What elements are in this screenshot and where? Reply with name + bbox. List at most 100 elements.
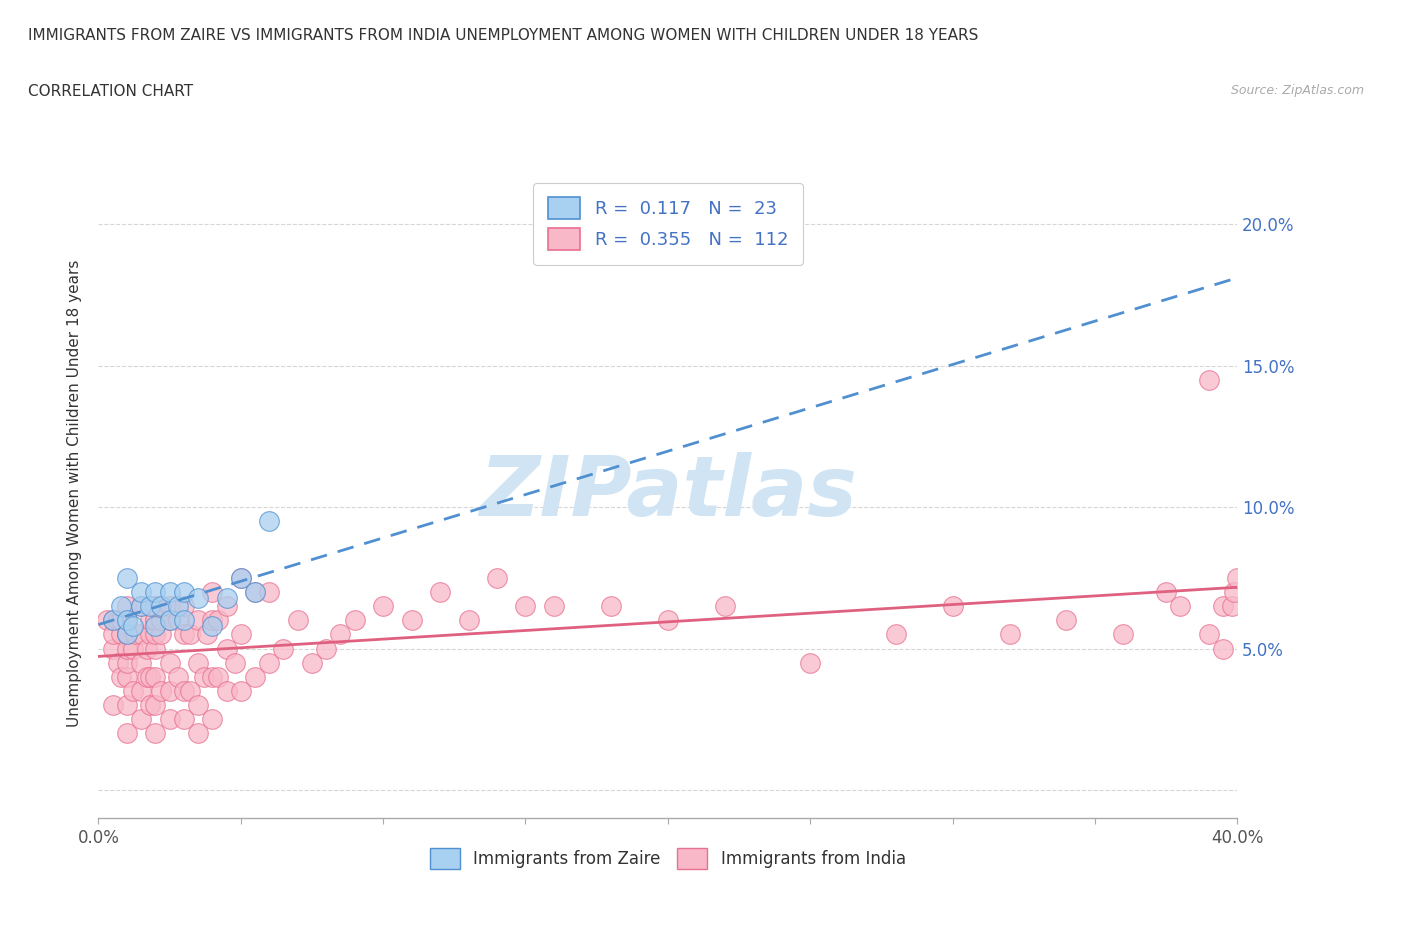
Point [115,627,138,642]
Point [259,656,281,671]
Point [115,698,138,712]
Point [229,627,252,642]
Point [1198,372,1220,387]
Point [129,656,152,671]
Point [159,613,181,628]
Point [373,599,395,614]
Point [129,627,152,642]
Point [145,641,167,656]
Point [179,684,201,698]
Point [145,726,167,741]
Point [101,627,124,642]
Point [129,711,152,726]
Point [486,570,509,585]
Point [115,599,138,614]
Point [201,585,224,600]
Point [121,684,143,698]
Point [167,599,190,614]
Point [110,670,132,684]
Point [173,684,195,698]
Point [159,656,181,671]
Point [145,627,167,642]
Point [884,627,907,642]
Point [600,599,623,614]
Point [115,670,138,684]
Point [1056,613,1078,628]
Point [329,627,352,642]
Point [543,599,565,614]
Point [173,585,195,600]
Point [201,613,224,628]
Point [115,613,138,628]
Point [259,513,281,528]
Point [145,613,167,628]
Point [173,711,195,726]
Point [138,627,160,642]
Point [150,613,173,628]
Point [187,698,209,712]
Point [187,656,209,671]
Point [159,711,181,726]
Point [138,670,160,684]
Point [135,641,157,656]
Point [101,698,124,712]
Point [187,613,209,628]
Point [215,599,238,614]
Point [115,656,138,671]
Point [243,585,266,600]
Point [145,618,167,633]
Point [167,670,190,684]
Point [159,585,181,600]
Point [110,627,132,642]
Point [1154,585,1177,600]
Point [215,684,238,698]
Point [942,599,965,614]
Point [135,670,157,684]
Point [429,585,451,600]
Y-axis label: Unemployment Among Women with Children Under 18 years: Unemployment Among Women with Children U… [67,259,83,726]
Point [110,599,132,614]
Point [115,627,138,642]
Point [110,613,132,628]
Point [101,613,124,628]
Point [138,698,160,712]
Text: ZIPatlas: ZIPatlas [479,452,856,534]
Point [193,670,215,684]
Point [315,641,337,656]
Point [229,684,252,698]
Point [173,613,195,628]
Point [195,627,218,642]
Point [167,613,190,628]
Point [273,641,295,656]
Point [115,627,138,642]
Point [150,599,173,614]
Legend: Immigrants from Zaire, Immigrants from India: Immigrants from Zaire, Immigrants from I… [423,842,912,875]
Point [207,613,229,628]
Point [115,641,138,656]
Point [115,613,138,628]
Point [201,711,224,726]
Point [215,591,238,605]
Point [115,726,138,741]
Point [124,627,146,642]
Point [243,585,266,600]
Point [145,670,167,684]
Point [121,618,143,633]
Text: CORRELATION CHART: CORRELATION CHART [28,84,193,99]
Point [145,599,167,614]
Point [173,599,195,614]
Text: IMMIGRANTS FROM ZAIRE VS IMMIGRANTS FROM INDIA UNEMPLOYMENT AMONG WOMEN WITH CHI: IMMIGRANTS FROM ZAIRE VS IMMIGRANTS FROM… [28,28,979,43]
Point [159,599,181,614]
Point [129,599,152,614]
Point [107,656,129,671]
Point [287,613,309,628]
Point [201,618,224,633]
Point [224,656,246,671]
Point [215,641,238,656]
Point [401,613,423,628]
Point [714,599,737,614]
Point [259,585,281,600]
Point [1198,627,1220,642]
Point [129,599,152,614]
Point [799,656,821,671]
